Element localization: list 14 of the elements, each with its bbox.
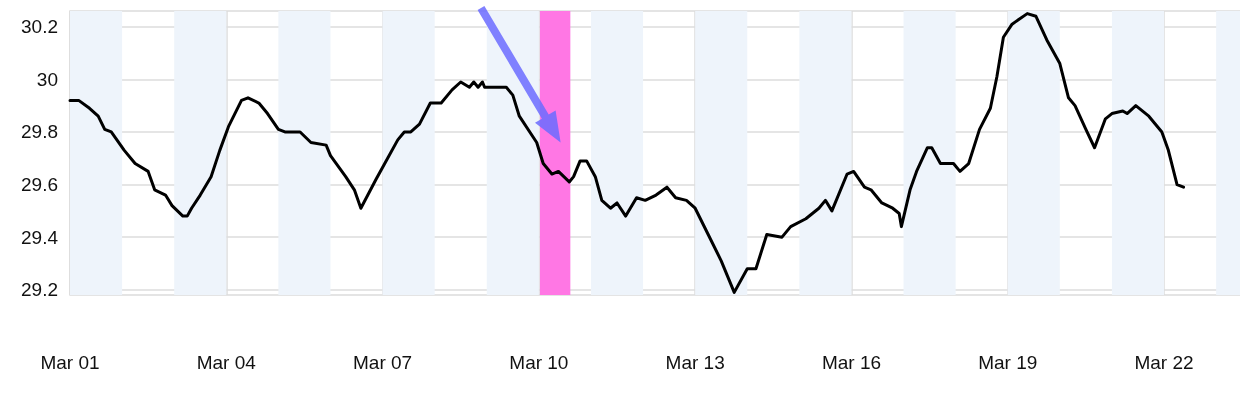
x-tick-label: Mar 13 <box>665 352 725 373</box>
x-tick-label: Mar 07 <box>353 352 413 373</box>
y-tick-label: 30 <box>36 68 58 90</box>
x-tick-label: Mar 04 <box>196 352 257 373</box>
x-tick-label: Mar 10 <box>509 352 569 373</box>
y-tick-label: 29.8 <box>21 121 58 143</box>
x-tick-label: Mar 19 <box>978 352 1038 373</box>
x-tick-label: Mar 01 <box>40 352 100 373</box>
y-tick-label: 29.2 <box>21 279 58 301</box>
y-tick-label: 29.6 <box>21 174 58 196</box>
x-tick-label: Mar 16 <box>821 352 882 373</box>
y-tick-label: 30.2 <box>21 16 58 38</box>
x-tick-label: Mar 22 <box>1134 352 1194 373</box>
y-tick-label: 29.4 <box>21 226 59 248</box>
